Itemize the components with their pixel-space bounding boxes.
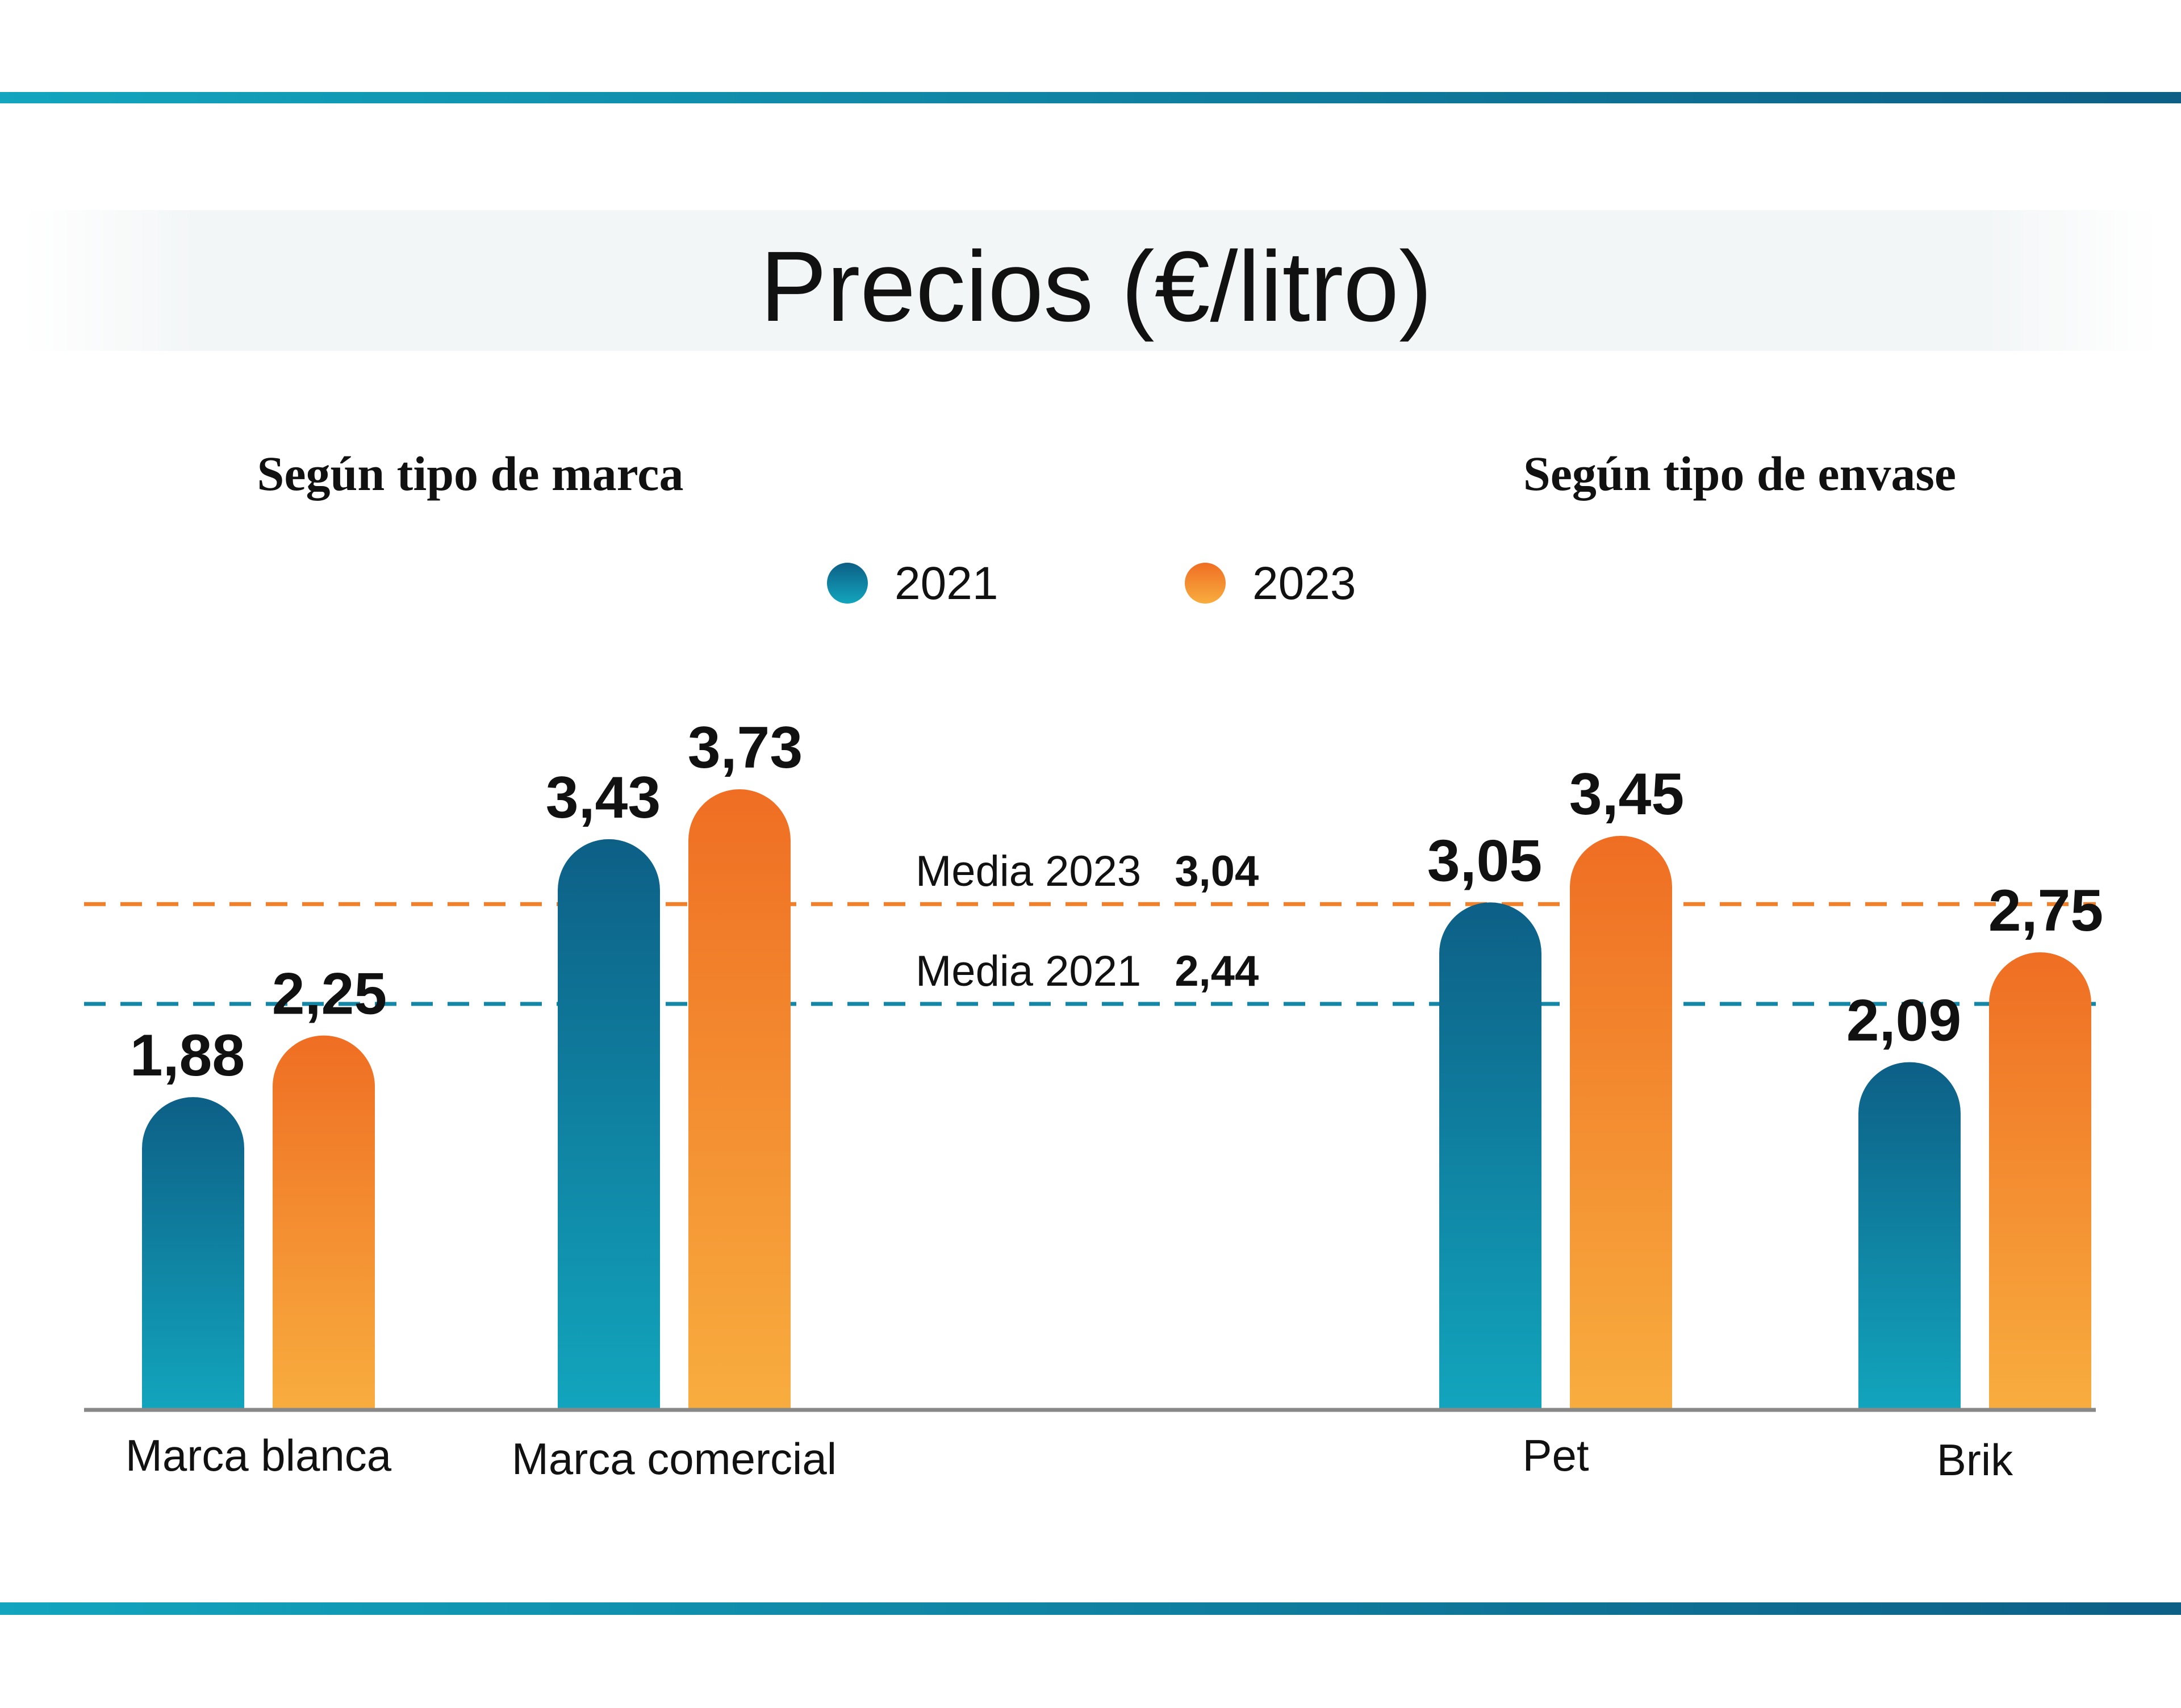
value-label-marca-comercial-2021: 3,43 bbox=[546, 765, 661, 831]
category-labels: Marca blanca Marca comercial Pet Brik bbox=[126, 1430, 2013, 1485]
legend-dot-2021 bbox=[827, 563, 868, 604]
category-label-pet: Pet bbox=[1522, 1430, 1589, 1480]
media-2023-value: 3,04 bbox=[1175, 847, 1259, 895]
value-label-brik-2021: 2,09 bbox=[1846, 988, 1961, 1054]
media-2021-text: Media 2021 bbox=[916, 947, 1141, 995]
legend-label-2023: 2023 bbox=[1252, 558, 1356, 609]
category-label-brik: Brik bbox=[1937, 1435, 2013, 1485]
legend-dot-2023 bbox=[1185, 563, 1226, 604]
value-label-pet-2021: 3,05 bbox=[1427, 828, 1542, 894]
media-2023-text: Media 2023 bbox=[916, 847, 1141, 895]
value-label-marca-comercial-2023: 3,73 bbox=[688, 715, 803, 781]
bar-pet-2023 bbox=[1570, 836, 1672, 1410]
chart-title: Precios (€/litro) bbox=[760, 231, 1432, 342]
bar-pet-2021 bbox=[1439, 902, 1541, 1410]
group-heading-marca: Según tipo de marca bbox=[257, 446, 684, 501]
value-labels: 1,88 2,25 3,43 3,73 3,05 3,45 2,09 2,75 bbox=[130, 715, 2103, 1089]
title-band bbox=[23, 210, 2158, 351]
media-2023-label: Media 2023 3,04 bbox=[916, 847, 1259, 895]
category-label-marca-blanca: Marca blanca bbox=[126, 1430, 392, 1480]
bar-marca-blanca-2023 bbox=[273, 1035, 375, 1410]
media-2021-value: 2,44 bbox=[1175, 947, 1259, 995]
value-label-marca-blanca-2021: 1,88 bbox=[130, 1023, 245, 1089]
bar-brik-2023 bbox=[1989, 952, 2091, 1410]
value-label-pet-2023: 3,45 bbox=[1569, 761, 1684, 827]
media-2021-label: Media 2021 2,44 bbox=[916, 947, 1259, 995]
group-heading-envase: Según tipo de envase bbox=[1523, 446, 1956, 501]
value-label-brik-2023: 2,75 bbox=[1988, 878, 2103, 944]
value-label-marca-blanca-2023: 2,25 bbox=[272, 961, 387, 1027]
bar-marca-comercial-2023 bbox=[688, 789, 791, 1410]
bottom-rule bbox=[0, 1602, 2181, 1615]
bar-marca-blanca-2021 bbox=[142, 1097, 244, 1410]
bars bbox=[142, 789, 2091, 1410]
category-label-marca-comercial: Marca comercial bbox=[512, 1434, 837, 1484]
bar-marca-comercial-2021 bbox=[558, 839, 660, 1410]
top-rule bbox=[0, 92, 2181, 103]
bar-brik-2021 bbox=[1858, 1062, 1961, 1410]
legend: 2021 2023 bbox=[827, 558, 1356, 609]
legend-label-2021: 2021 bbox=[895, 558, 998, 609]
